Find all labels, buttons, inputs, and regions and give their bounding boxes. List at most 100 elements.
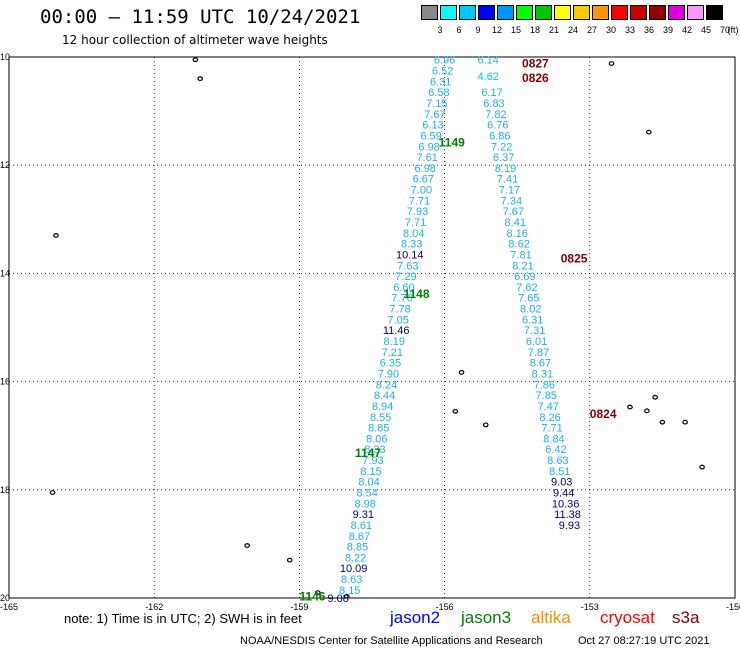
wave-height-value: 8.31 xyxy=(532,368,553,380)
wave-height-value: 9.03 xyxy=(551,477,572,489)
wave-height-value: 8.55 xyxy=(370,412,391,424)
wave-height-value: 8.85 xyxy=(368,423,389,435)
legend-swatch xyxy=(668,5,685,20)
footnote: note: 1) Time is in UTC; 2) SWH is in fe… xyxy=(64,611,302,626)
pass-time-label: 1146 xyxy=(299,589,325,603)
legend-swatch xyxy=(592,5,609,20)
satellite-name: jason2 xyxy=(390,608,441,627)
wave-height-value: 6.01 xyxy=(526,336,547,348)
island-outline xyxy=(627,404,633,410)
legend-swatch xyxy=(421,5,438,20)
island-outline xyxy=(608,61,615,66)
wave-height-value: 7.65 xyxy=(518,293,539,305)
legend-label: 9 xyxy=(475,25,481,35)
wave-height-value: 10.09 xyxy=(340,563,368,575)
legend-label: 45 xyxy=(700,25,712,35)
wave-height-value: 8.02 xyxy=(520,304,541,316)
wave-height-value: 8.63 xyxy=(341,574,362,586)
wave-height-value: 10.14 xyxy=(396,249,424,261)
wave-height-value: 6.96 xyxy=(434,55,455,67)
pass-time-label: 1148 xyxy=(403,287,429,301)
generated-timestamp: Oct 27 08:27:19 UTC 2021 xyxy=(578,635,710,647)
wave-height-value: 7.81 xyxy=(510,249,531,261)
satellite-name: s3a xyxy=(672,608,700,627)
wave-height-value: 7.93 xyxy=(407,206,428,218)
legend-swatch xyxy=(611,5,628,20)
credit-line: NOAA/NESDIS Center for Satellite Applica… xyxy=(240,635,543,647)
x-tick-label: -162 xyxy=(145,602,163,612)
wave-height-value: 7.22 xyxy=(491,141,512,153)
pass-time-label: 0825 xyxy=(561,251,588,265)
wave-height-value: 7.62 xyxy=(516,282,537,294)
wave-height-value: 7.63 xyxy=(397,260,418,272)
wave-height-value: 6.76 xyxy=(487,120,508,132)
wave-height-value: 6.67 xyxy=(413,174,434,186)
wave-height-value: 8.06 xyxy=(366,433,387,445)
wave-height-value: 8.26 xyxy=(539,412,560,424)
legend-swatch xyxy=(516,5,533,20)
wave-height-value: 7.71 xyxy=(541,423,562,435)
y-tick-label: -16 xyxy=(0,377,10,387)
wave-height-value: 7.41 xyxy=(497,174,518,186)
wave-height-value: 7.29 xyxy=(395,271,416,283)
wave-height-value: 6.52 xyxy=(432,66,453,78)
wave-height-value: 7.71 xyxy=(409,195,430,207)
wave-height-value: 7.05 xyxy=(387,314,408,326)
wave-height-value: 7.71 xyxy=(405,217,426,229)
legend-swatch xyxy=(573,5,590,20)
legend-label: 15 xyxy=(510,25,522,35)
wave-height-value: 6.13 xyxy=(422,120,443,132)
legend-label: 30 xyxy=(605,25,617,35)
legend-label: 12 xyxy=(491,25,503,35)
wave-height-value: 9.93 xyxy=(559,520,580,532)
island-outline xyxy=(682,419,688,425)
legend-unit: (ft) xyxy=(727,25,739,35)
wave-height-value: 6.59 xyxy=(420,130,441,142)
wave-height-value: 7.90 xyxy=(378,368,399,380)
wave-height-value: 8.21 xyxy=(512,260,533,272)
wave-height-value: 6.86 xyxy=(489,130,510,142)
wave-height-value: 8.15 xyxy=(360,466,381,478)
wave-height-value: 7.87 xyxy=(528,347,549,359)
map-frame xyxy=(8,56,736,599)
wave-height-value: 8.62 xyxy=(508,239,529,251)
wave-height-value: 7.67 xyxy=(503,206,524,218)
legend-swatch xyxy=(459,5,476,20)
legend-label: 33 xyxy=(624,25,636,35)
legend-label: 18 xyxy=(529,25,541,35)
wave-height-value: 6.14 xyxy=(477,55,498,67)
wave-height-value: 7.93 xyxy=(362,455,383,467)
wave-height-value: 6.17 xyxy=(481,87,502,99)
map-subtitle: 12 hour collection of altimeter wave hei… xyxy=(62,33,328,47)
wave-height-value: 8.19 xyxy=(495,163,516,175)
island-outline xyxy=(314,590,321,595)
y-tick-label: -18 xyxy=(0,485,10,495)
wave-height-value: 8.41 xyxy=(505,217,526,229)
wave-height-value: 6.42 xyxy=(545,444,566,456)
legend-swatch xyxy=(535,5,552,20)
wave-height-value: 6.98 xyxy=(418,141,439,153)
island-outline xyxy=(53,233,59,238)
legend-label: 21 xyxy=(548,25,560,35)
wave-height-value: 7.86 xyxy=(534,379,555,391)
wave-height-value: 7.82 xyxy=(485,109,506,121)
wave-height-value: 6.37 xyxy=(493,152,514,164)
y-tick-label: -14 xyxy=(0,268,10,278)
legend-label: 3 xyxy=(437,25,443,35)
island-outline xyxy=(286,557,293,563)
wave-height-value: 8.67 xyxy=(349,531,370,543)
wave-height-value: 11.46 xyxy=(383,325,410,337)
wave-height-value: 8.19 xyxy=(384,336,405,348)
pass-time-label: 0824 xyxy=(590,407,617,421)
wave-height-value: 9.31 xyxy=(353,509,374,521)
wave-height-value: 8.15 xyxy=(339,585,360,597)
island-outline xyxy=(192,57,199,63)
island-outline xyxy=(244,543,250,548)
wave-height-value: 4.62 xyxy=(477,71,498,83)
wave-height-value: 7.34 xyxy=(501,195,522,207)
wave-height-value: 8.33 xyxy=(401,239,422,251)
wave-height-value: 7.85 xyxy=(536,390,557,402)
legend-label: 24 xyxy=(567,25,579,35)
wave-height-value: 8.85 xyxy=(347,542,368,554)
